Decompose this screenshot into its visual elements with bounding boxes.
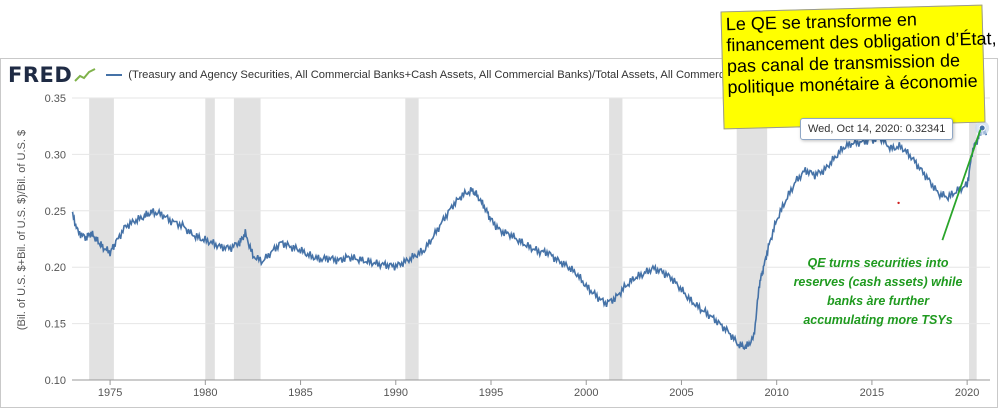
hover-point (978, 124, 986, 132)
y-tick-label: 0.25 (45, 206, 66, 218)
fred-logo[interactable]: FRED (8, 63, 73, 87)
legend-swatch (106, 74, 123, 76)
legend-label[interactable]: (Treasury and Agency Securities, All Com… (128, 69, 770, 81)
recession-band (205, 98, 215, 380)
yellow-annotation-box: Le QE se transforme en financement des o… (720, 4, 997, 130)
y-axis-label: (Bil. of U.S. $+Bil. of U.S. $)/Bil. of … (16, 129, 28, 331)
chart-header: FRED (Treasury and Agency Securities, Al… (8, 63, 770, 87)
y-tick-label: 0.20 (45, 262, 66, 274)
x-tick-label: 1975 (98, 387, 122, 399)
recession-band (89, 98, 114, 380)
recession-band (736, 98, 768, 380)
green-annotation-line: accumulating more TSYs (803, 313, 953, 327)
y-tick-label: 0.35 (45, 93, 66, 105)
x-tick-label: 2000 (574, 387, 598, 399)
x-tick-label: 1985 (288, 387, 312, 399)
x-tick-label: 2005 (669, 387, 693, 399)
green-annotation-line: QE turns securities into (807, 256, 949, 270)
sparkline-logo-icon (74, 68, 96, 82)
stray-dot (897, 201, 900, 205)
x-tick-label: 1980 (193, 387, 217, 399)
y-tick-label: 0.15 (45, 319, 66, 331)
x-tick-label: 1990 (384, 387, 408, 399)
y-tick-label: 0.10 (45, 375, 66, 387)
x-tick-label: 2020 (955, 387, 979, 399)
green-annotation-line: reserves (cash assets) while (793, 275, 963, 289)
x-tick-label: 2015 (860, 387, 884, 399)
green-annotation: QE turns securities into reserves (cash … (778, 254, 978, 330)
recession-band (609, 98, 623, 380)
series-line (71, 125, 987, 351)
recession-band (969, 98, 977, 380)
x-tick-label: 1995 (479, 387, 503, 399)
x-tick-label: 2010 (764, 387, 788, 399)
tooltip-value: 0.32341 (905, 123, 946, 135)
green-arrow-line (941, 129, 982, 241)
chart-frame (0, 58, 998, 408)
y-tick-label: 0.30 (45, 149, 66, 161)
hover-tooltip: Wed, Oct 14, 2020: 0.32341 (800, 118, 954, 140)
green-annotation-line: banks àre further (826, 294, 930, 308)
tooltip-date: Wed, Oct 14, 2020: (808, 123, 903, 135)
recession-band (405, 98, 419, 380)
